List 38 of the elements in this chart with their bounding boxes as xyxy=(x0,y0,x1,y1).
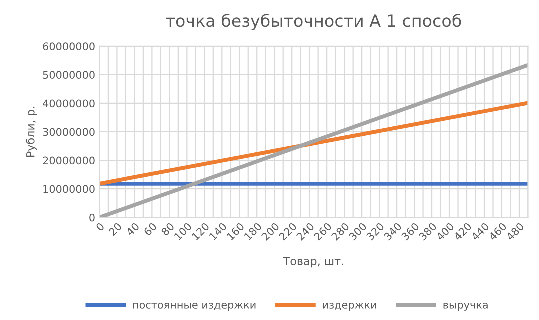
x-tick-label: 20 xyxy=(108,222,122,236)
y-tick-label: 20000000 xyxy=(43,156,95,165)
legend-label: постоянные издержки xyxy=(133,302,256,311)
legend-label: выручка xyxy=(444,302,488,311)
x-tick-label: 240 xyxy=(296,222,315,241)
x-tick-label: 360 xyxy=(401,222,420,241)
x-tick-label: 300 xyxy=(348,222,368,241)
x-tick-label: 440 xyxy=(470,222,490,242)
x-tick-label: 160 xyxy=(226,222,245,241)
x-tick-label: 340 xyxy=(384,222,402,241)
y-tick-label: 40000000 xyxy=(43,100,95,108)
chart-title: точка безубыточности А 1 способ xyxy=(166,14,462,30)
legend-label: издержки xyxy=(323,302,376,311)
x-tick-label: 80 xyxy=(160,222,175,236)
y-tick-label: 10000000 xyxy=(44,185,95,194)
y-tick-label: 30000000 xyxy=(43,128,95,136)
x-tick-label: 180 xyxy=(244,222,262,241)
x-tick-label: 380 xyxy=(418,222,438,241)
x-tick-label: 480 xyxy=(506,222,525,242)
x-tick-label: 140 xyxy=(209,222,228,241)
x-tick-label: 220 xyxy=(278,222,298,241)
x-tick-label: 0 xyxy=(96,222,105,232)
y-tick-label: 0 xyxy=(90,214,95,222)
x-axis-title: Товар, шт. xyxy=(283,257,344,268)
x-tick-label: 320 xyxy=(366,222,385,241)
x-tick-label: 280 xyxy=(331,222,350,241)
x-tick-label: 200 xyxy=(261,222,280,241)
y-tick-label: 50000000 xyxy=(43,71,95,80)
x-tick-label: 100 xyxy=(174,222,192,241)
x-tick-label: 260 xyxy=(314,222,332,241)
y-tick-label: 60000000 xyxy=(43,42,95,51)
x-tick-label: 400 xyxy=(436,222,455,242)
x-tick-label: 60 xyxy=(143,222,158,236)
x-tick-label: 40 xyxy=(126,222,140,236)
x-tick-label: 460 xyxy=(488,222,508,242)
x-tick-label: 120 xyxy=(192,222,210,241)
y-axis-title: Рубли, р. xyxy=(26,107,37,157)
x-tick-label: 420 xyxy=(453,222,472,242)
